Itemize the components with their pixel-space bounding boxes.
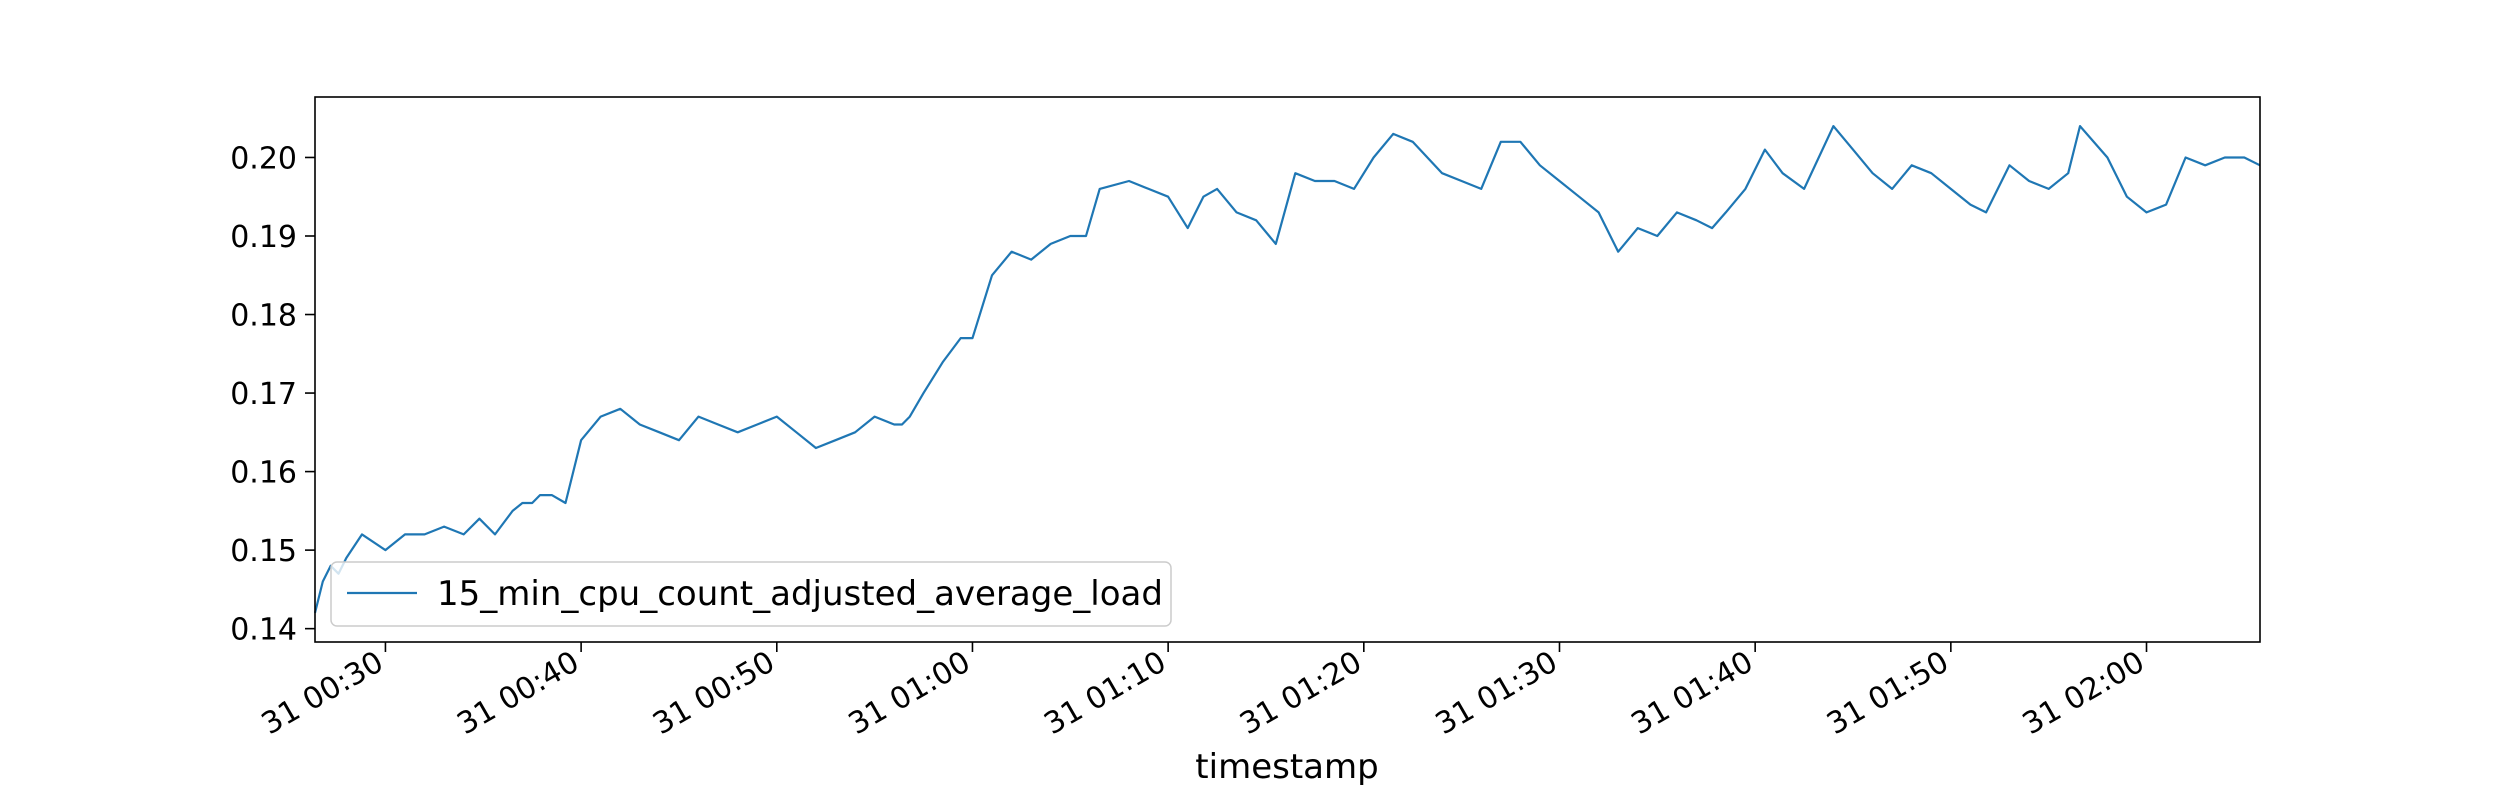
y-tick-label: 0.20 (230, 141, 297, 176)
y-axis: 0.14 0.15 0.16 0.17 0.18 0.19 0.20 (230, 141, 315, 648)
y-tick-label: 0.17 (230, 377, 297, 412)
x-axis-label: timestamp (1195, 747, 1378, 787)
axes-frame (314, 96, 2261, 643)
legend-entry-label: 15_min_cpu_count_adjusted_average_load (437, 574, 1163, 614)
series-line (313, 124, 2261, 614)
series-layer (313, 124, 2261, 614)
axes-background (315, 97, 2260, 642)
y-tick-label: 0.16 (230, 456, 297, 491)
y-tick-label: 0.19 (230, 220, 297, 255)
plot-area (313, 96, 2261, 643)
y-tick-label: 0.14 (230, 613, 297, 648)
y-tick-label: 0.15 (230, 534, 297, 569)
y-tick-label: 0.18 (230, 299, 297, 334)
legend: 15_min_cpu_count_adjusted_average_load (330, 561, 1172, 627)
legend-box (330, 561, 1172, 627)
